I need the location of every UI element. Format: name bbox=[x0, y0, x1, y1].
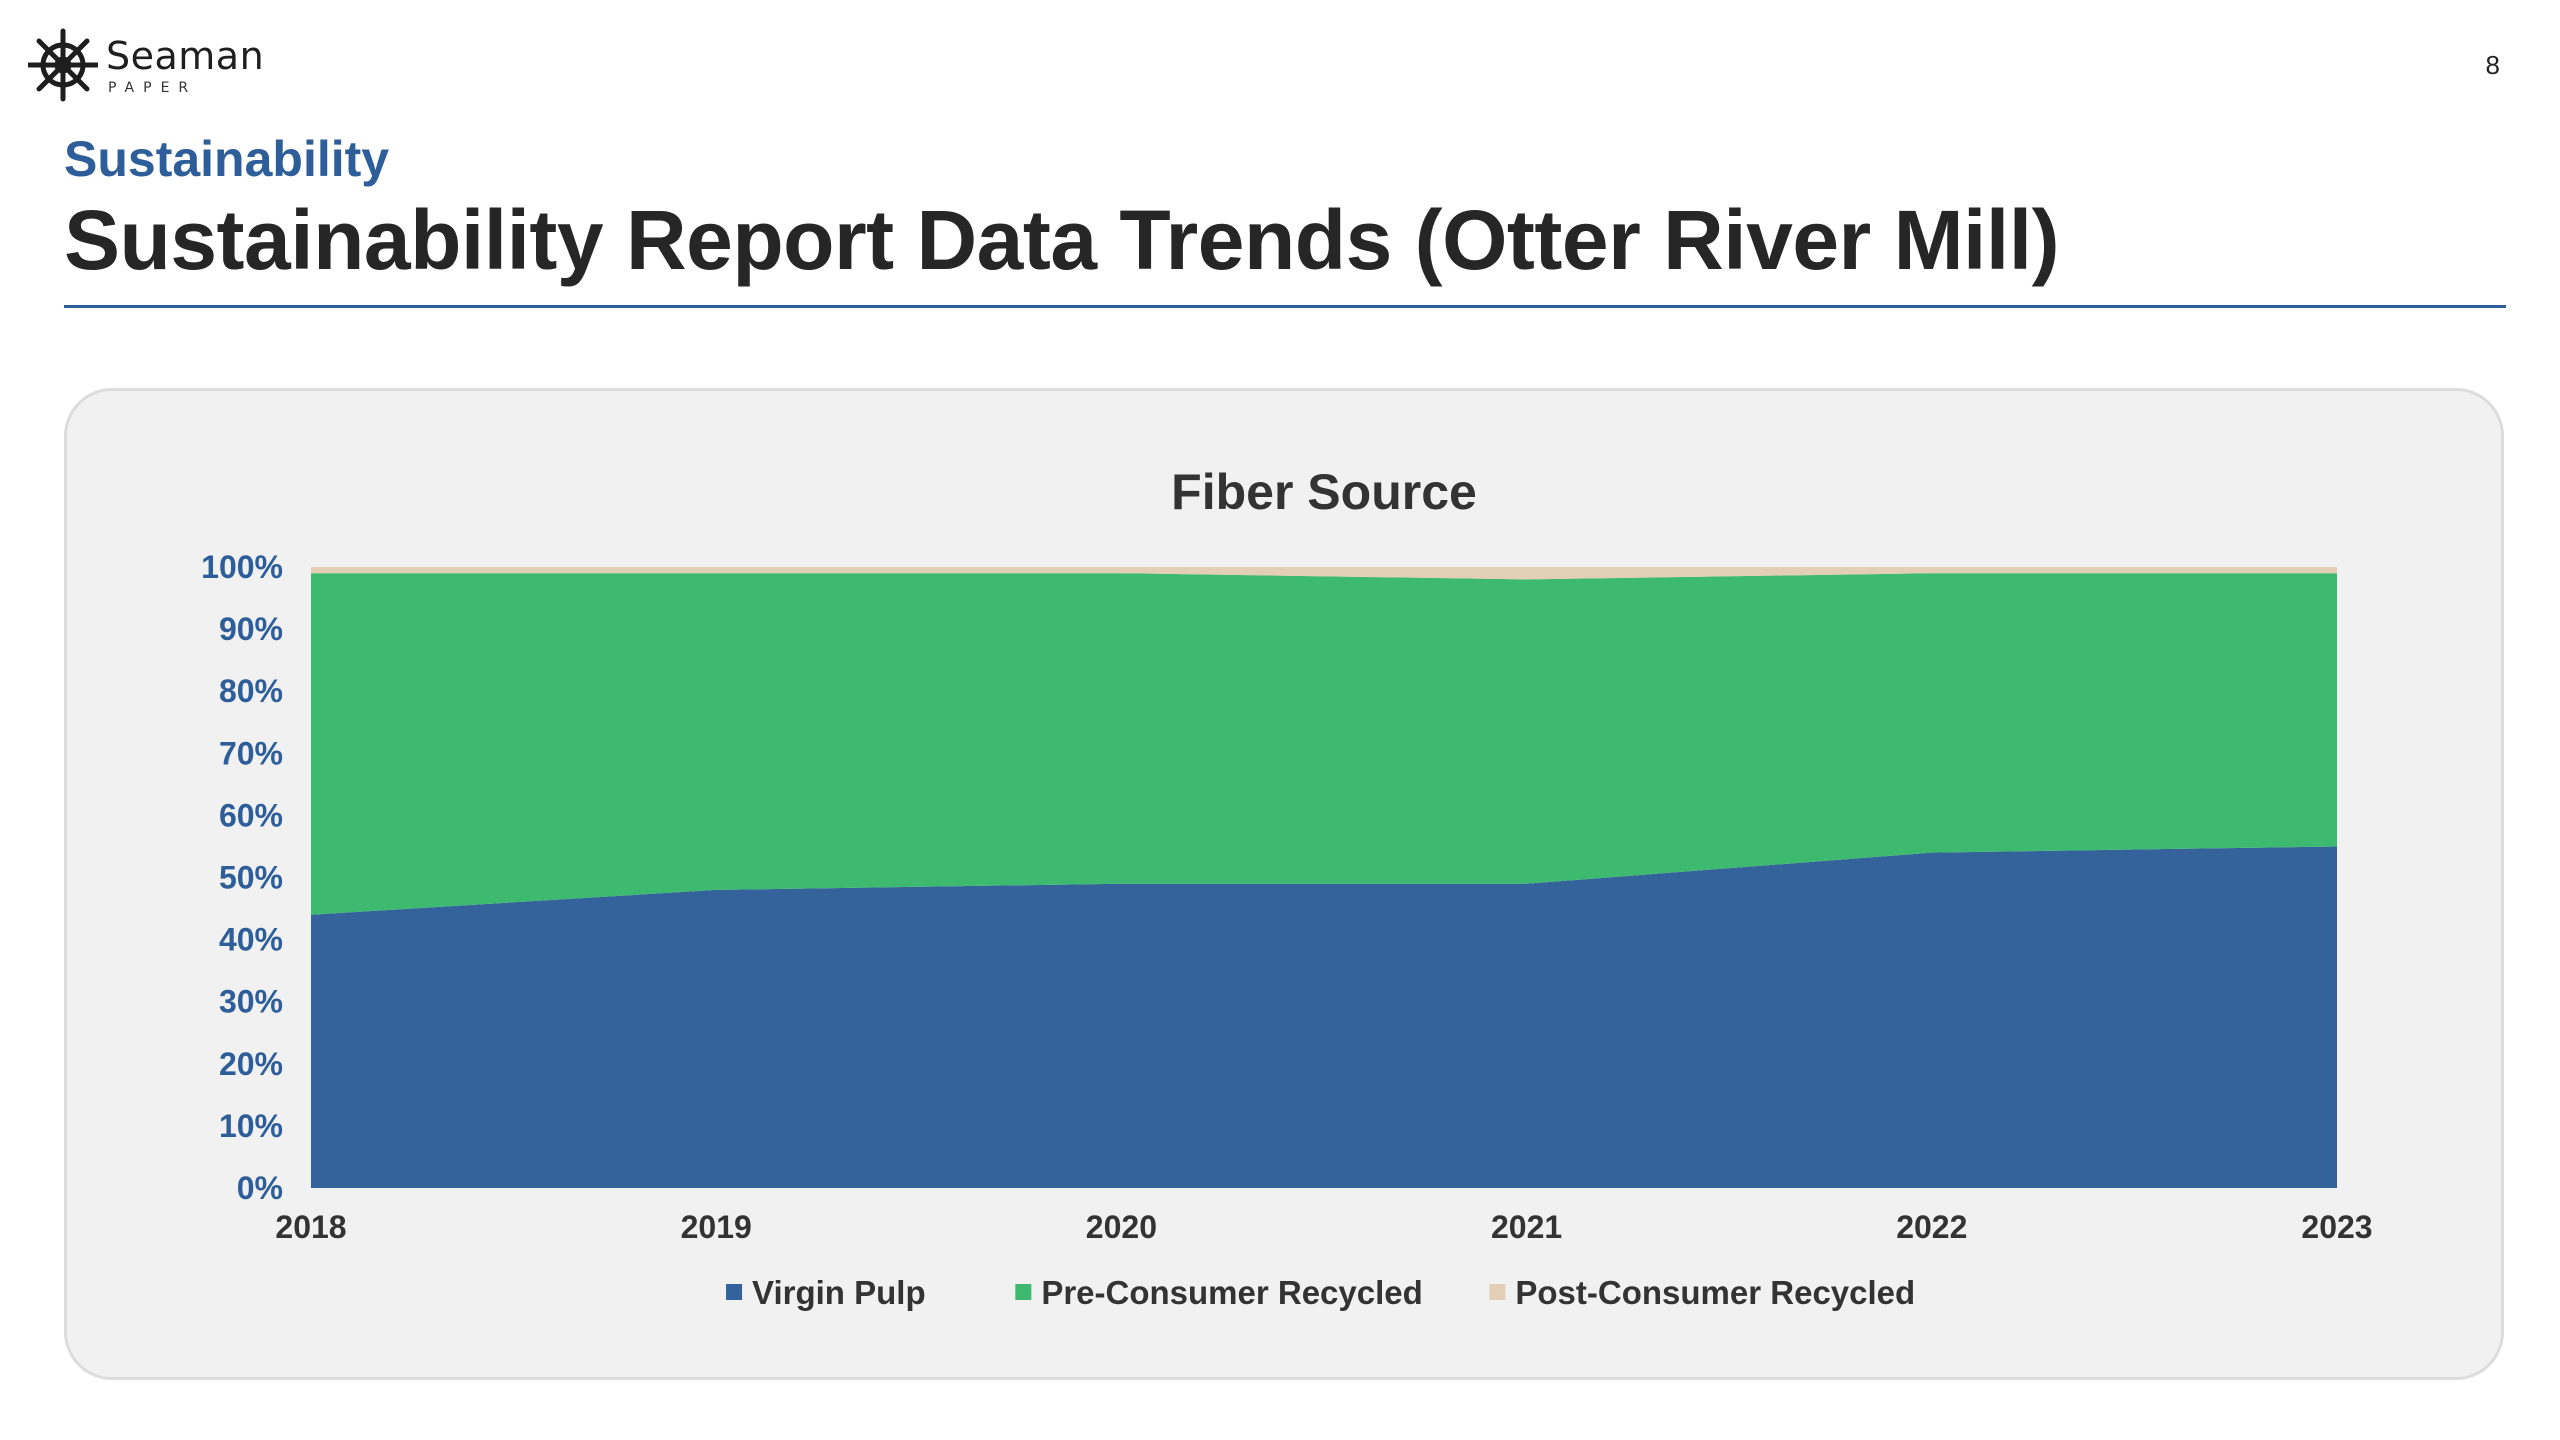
chart-title: Fiber Source bbox=[1171, 464, 1477, 520]
ship-wheel-icon bbox=[28, 28, 98, 102]
section-label: Sustainability bbox=[64, 131, 390, 187]
logo-wordmark: Seaman bbox=[106, 34, 265, 78]
x-tick-label: 2021 bbox=[1491, 1209, 1562, 1245]
y-tick-label: 10% bbox=[219, 1108, 283, 1144]
area-series-3 bbox=[311, 567, 2337, 580]
legend-swatch-2 bbox=[1015, 1284, 1032, 1300]
y-tick-label: 0% bbox=[237, 1170, 283, 1206]
logo-subtext: PAPER bbox=[108, 80, 198, 96]
logo: Seaman PAPER bbox=[28, 28, 268, 102]
x-tick-label: 2022 bbox=[1896, 1209, 1967, 1245]
area-series-2 bbox=[311, 573, 2337, 915]
y-tick-label: 100% bbox=[201, 549, 283, 585]
legend-label-2: Pre-Consumer Recycled bbox=[1041, 1274, 1422, 1311]
y-tick-label: 40% bbox=[219, 922, 283, 958]
y-tick-label: 20% bbox=[219, 1046, 283, 1082]
x-tick-label: 2018 bbox=[275, 1209, 346, 1245]
y-tick-label: 60% bbox=[219, 797, 283, 833]
y-tick-label: 50% bbox=[219, 860, 283, 896]
y-tick-label: 30% bbox=[219, 984, 283, 1020]
x-tick-label: 2023 bbox=[2301, 1209, 2372, 1245]
legend-label-1: Virgin Pulp bbox=[752, 1274, 926, 1311]
legend-swatch-1 bbox=[726, 1284, 743, 1300]
x-tick-label: 2020 bbox=[1086, 1209, 1157, 1245]
y-tick-label: 80% bbox=[219, 673, 283, 709]
x-tick-label: 2019 bbox=[681, 1209, 752, 1245]
y-tick-label: 70% bbox=[219, 735, 283, 771]
fiber-source-chart: Fiber Source 0% 10% 20% 30% 40% 50% 60% 70% 80% 90… bbox=[201, 464, 2372, 1311]
page-number: 8 bbox=[2485, 50, 2500, 80]
legend-label-3: Post-Consumer Recycled bbox=[1515, 1274, 1915, 1311]
page-title: Sustainability Report Data Trends (Otter… bbox=[64, 193, 2060, 287]
legend-swatch-3 bbox=[1489, 1284, 1506, 1300]
chart-card: Fiber Source 0% 10% 20% 30% 40% 50% 60% 70% 80% 90… bbox=[64, 388, 2504, 1380]
y-tick-label: 90% bbox=[219, 611, 283, 647]
area-series-1 bbox=[311, 846, 2337, 1188]
title-divider bbox=[64, 305, 2506, 308]
